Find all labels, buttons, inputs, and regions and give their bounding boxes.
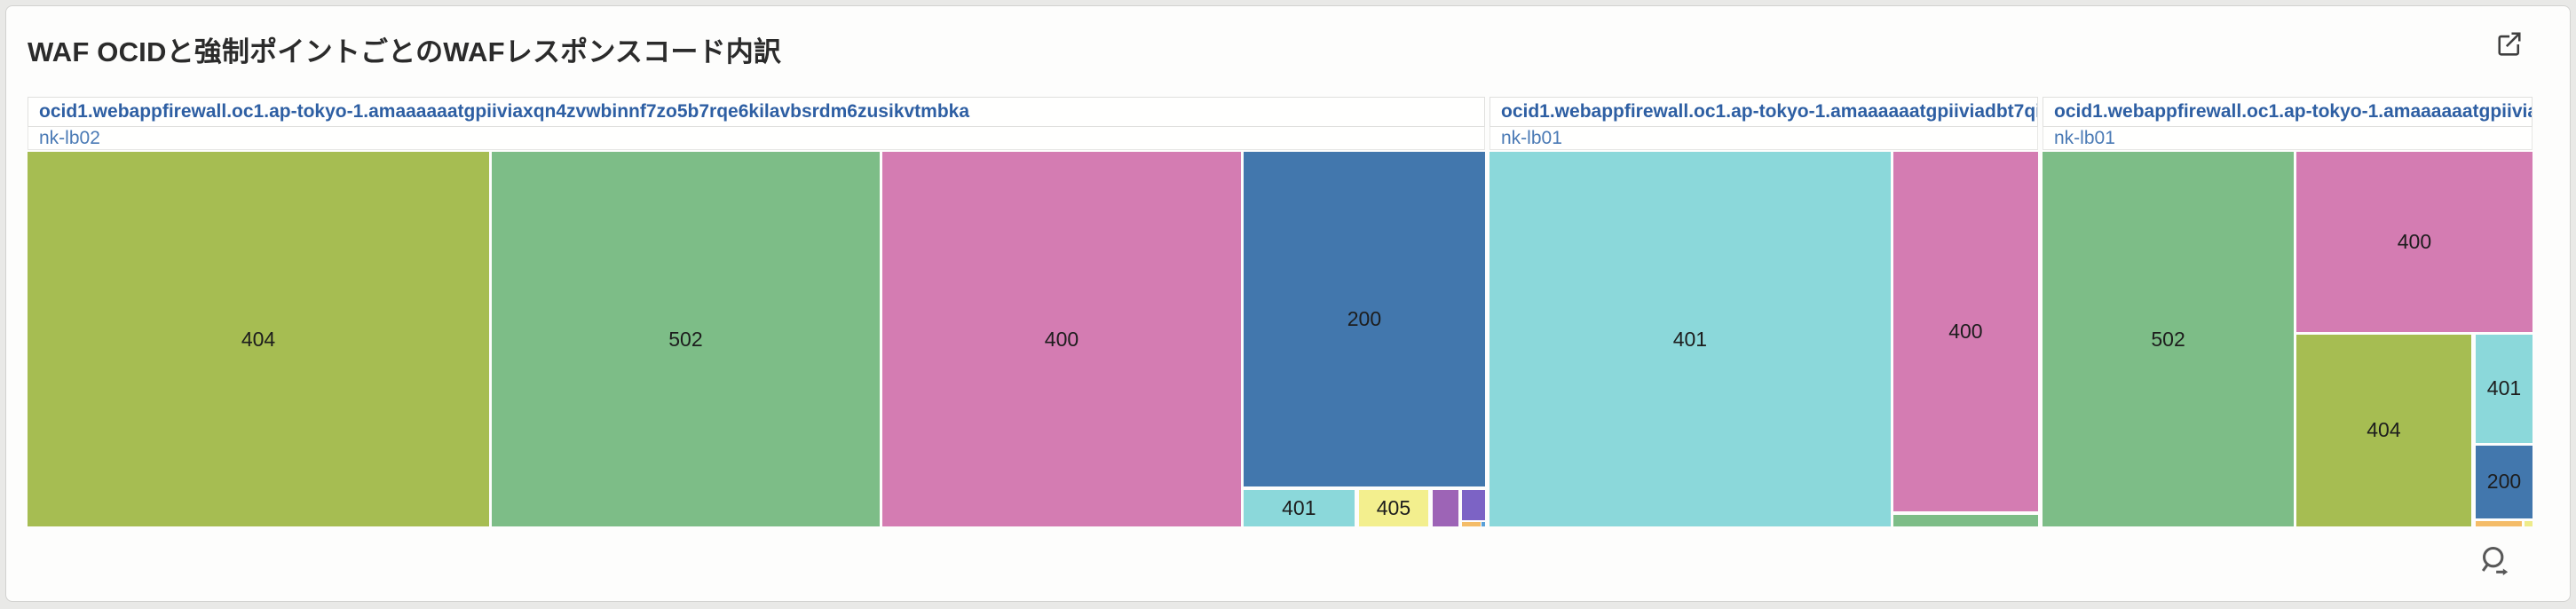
treemap-tile-502[interactable]: 502 [491,152,880,526]
tile-label: 200 [2486,470,2522,494]
tile-label: 401 [2486,376,2522,400]
treemap-tile-200[interactable]: 200 [1243,152,1485,486]
treemap-panel-1: ocid1.webappfirewall.oc1.ap-tokyo-1.amaa… [28,97,1485,526]
tile-label: 502 [2151,327,2185,351]
open-in-new-window-button[interactable] [2492,26,2527,61]
panel2-treemap: 401 400 [1489,152,2038,526]
tile-label: 401 [1282,496,1316,520]
treemap-tile-400[interactable]: 400 [1892,152,2038,511]
treemap-tile-200[interactable]: 200 [2475,445,2533,518]
widget-title: WAF OCIDと強制ポイントごとのWAFレスポンスコード内訳 [28,36,782,67]
tile-label: 400 [2397,229,2432,253]
tile-label: 502 [668,327,703,351]
treemap-tile-502[interactable]: 502 [2043,152,2295,526]
treemap-tile-405[interactable]: 405 [1358,490,1428,526]
tile-label: 400 [1948,319,1983,343]
panel3-treemap: 502 400 404 401 200 [2043,152,2533,526]
treemap-panels: ocid1.webappfirewall.oc1.ap-tokyo-1.amaa… [28,97,2533,526]
treemap-tile-404[interactable]: 404 [28,152,490,526]
tile-label: 200 [1347,306,1382,330]
tile-label: 404 [241,327,276,351]
treemap-tile-401[interactable]: 401 [1243,490,1355,526]
panel1-enforcement-point[interactable]: nk-lb02 [28,127,1485,150]
treemap-tile-small[interactable] [2475,521,2522,526]
treemap-tile-401[interactable]: 401 [1489,152,1891,526]
tile-label: 404 [2367,418,2401,442]
search-drilldown-icon [2481,546,2509,576]
treemap-tile-400[interactable]: 400 [2295,152,2533,332]
treemap-tile-small[interactable] [1462,521,1482,526]
treemap-tile-401[interactable]: 401 [2475,334,2533,443]
treemap-tile-small[interactable] [1462,490,1485,520]
treemap-tile-small[interactable] [2525,521,2533,526]
treemap-panel-2: ocid1.webappfirewall.oc1.ap-tokyo-1.amaa… [1489,97,2038,526]
tile-label: 401 [1672,327,1708,351]
panel2-enforcement-point[interactable]: nk-lb01 [1489,127,2038,150]
panel3-ocid-link[interactable]: ocid1.webappfirewall.oc1.ap-tokyo-1.amaa… [2043,97,2533,127]
tile-label: 400 [1044,327,1079,351]
tile-label: 405 [1376,496,1411,520]
treemap-tile-502[interactable] [1892,514,2038,526]
panel3-enforcement-point[interactable]: nk-lb01 [2043,127,2533,150]
drilldown-search-button[interactable] [2474,541,2517,583]
treemap-tile-small[interactable] [1433,490,1459,526]
panel1-treemap: 404 502 400 200 401 405 [28,152,1485,526]
panel2-ocid-link[interactable]: ocid1.webappfirewall.oc1.ap-tokyo-1.amaa… [1489,97,2038,127]
widget-card: WAF OCIDと強制ポイントごとのWAFレスポンスコード内訳 ocid1.we… [5,5,2571,602]
panel1-ocid-link[interactable]: ocid1.webappfirewall.oc1.ap-tokyo-1.amaa… [28,97,1485,127]
treemap-tile-400[interactable]: 400 [882,152,1241,526]
treemap-panel-3: ocid1.webappfirewall.oc1.ap-tokyo-1.amaa… [2043,97,2533,526]
open-in-new-window-icon [2498,32,2521,56]
treemap-tile-small[interactable] [1482,521,1485,526]
treemap-tile-404[interactable]: 404 [2295,334,2471,526]
